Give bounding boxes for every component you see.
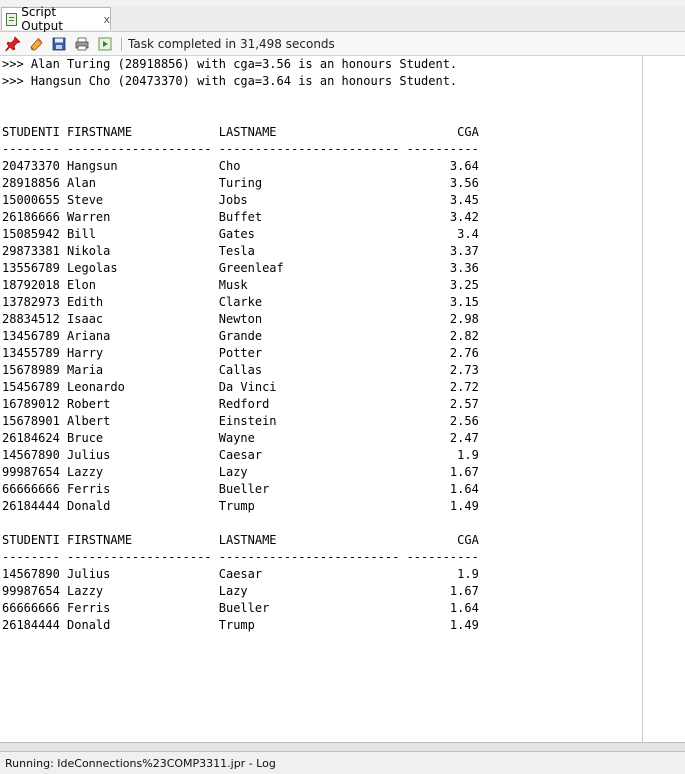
table-row: 99987654 Lazzy Lazy 1.67 — [2, 584, 479, 598]
table-separator: -------- -------------------- ----------… — [2, 142, 479, 156]
status-bar-text: Running: IdeConnections%23COMP3311.jpr -… — [5, 756, 276, 770]
table-separator: -------- -------------------- ----------… — [2, 550, 479, 564]
tab-bar: Script Output x — [0, 5, 685, 33]
task-status-text: Task completed in 31,498 seconds — [128, 36, 335, 51]
toolbar: Task completed in 31,498 seconds — [0, 32, 685, 56]
eraser-icon[interactable] — [26, 34, 46, 54]
table-row: 14567890 Julius Caesar 1.9 — [2, 448, 479, 462]
toolbar-separator — [121, 36, 122, 51]
table-row: 15000655 Steve Jobs 3.45 — [2, 193, 479, 207]
output-message: >>> Alan Turing (28918856) with cga=3.56… — [2, 57, 458, 71]
save-icon[interactable] — [49, 34, 69, 54]
table-row: 18792018 Elon Musk 3.25 — [2, 278, 479, 292]
table-row: 26186666 Warren Buffet 3.42 — [2, 210, 479, 224]
panel-splitter[interactable] — [0, 742, 685, 752]
table-row: 28834512 Isaac Newton 2.98 — [2, 312, 479, 326]
table-header: STUDENTI FIRSTNAME LASTNAME CGA — [2, 533, 479, 547]
table-row: 26184444 Donald Trump 1.49 — [2, 499, 479, 513]
blank-line — [2, 515, 642, 532]
table-row: 15678901 Albert Einstein 2.56 — [2, 414, 479, 428]
table-row: 13782973 Edith Clarke 3.15 — [2, 295, 479, 309]
print-icon[interactable] — [72, 34, 92, 54]
blank-line — [2, 107, 642, 124]
blank-line — [2, 90, 642, 107]
tab-script-output[interactable]: Script Output x — [1, 5, 111, 33]
table-row: 15678989 Maria Callas 2.73 — [2, 363, 479, 377]
table-row: 15456789 Leonardo Da Vinci 2.72 — [2, 380, 479, 394]
table-row: 26184624 Bruce Wayne 2.47 — [2, 431, 479, 445]
table-row: 28918856 Alan Turing 3.56 — [2, 176, 479, 190]
script-output-icon — [6, 12, 18, 26]
table-row: 20473370 Hangsun Cho 3.64 — [2, 159, 479, 173]
tab-title: Script Output — [21, 5, 63, 33]
table-row: 15085942 Bill Gates 3.4 — [2, 227, 479, 241]
table-row: 66666666 Ferris Bueller 1.64 — [2, 601, 479, 615]
close-icon[interactable]: x — [103, 12, 110, 26]
right-margin-line — [642, 56, 643, 742]
table-row: 14567890 Julius Caesar 1.9 — [2, 567, 479, 581]
table-row: 13456789 Ariana Grande 2.82 — [2, 329, 479, 343]
script-output-area[interactable]: >>> Alan Turing (28918856) with cga=3.56… — [0, 56, 642, 742]
table-row: 66666666 Ferris Bueller 1.64 — [2, 482, 479, 496]
pin-icon[interactable] — [3, 34, 23, 54]
table-row: 13455789 Harry Potter 2.76 — [2, 346, 479, 360]
table-row: 29873381 Nikola Tesla 3.37 — [2, 244, 479, 258]
status-bar: Running: IdeConnections%23COMP3311.jpr -… — [0, 752, 685, 774]
run-script-icon[interactable] — [95, 34, 115, 54]
table-header: STUDENTI FIRSTNAME LASTNAME CGA — [2, 125, 479, 139]
table-row: 99987654 Lazzy Lazy 1.67 — [2, 465, 479, 479]
table-row: 26184444 Donald Trump 1.49 — [2, 618, 479, 632]
output-message: >>> Hangsun Cho (20473370) with cga=3.64… — [2, 74, 458, 88]
table-row: 16789012 Robert Redford 2.57 — [2, 397, 479, 411]
table-row: 13556789 Legolas Greenleaf 3.36 — [2, 261, 479, 275]
